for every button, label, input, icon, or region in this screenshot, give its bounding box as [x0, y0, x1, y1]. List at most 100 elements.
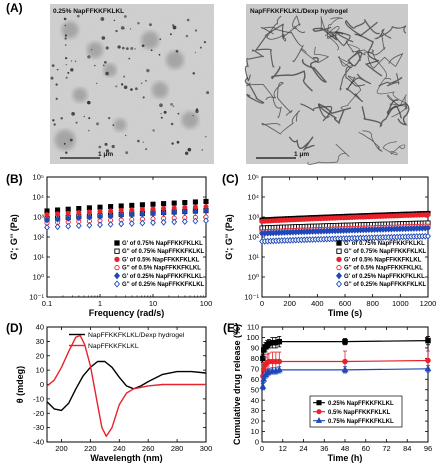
data-point [171, 200, 177, 206]
aggregate-dot [150, 49, 153, 52]
legend-marker [113, 272, 121, 280]
aggregate-dot [105, 46, 109, 50]
legend-label: G'' of 0.5% NapFFKKFKLKL [344, 266, 423, 272]
x-tick-label: 100 [200, 299, 213, 308]
aggregate-dot [104, 60, 107, 64]
nanofiber [348, 43, 388, 79]
x-tick-label: 200 [55, 444, 68, 453]
data-series [259, 365, 432, 391]
aggregate-dot [91, 48, 93, 51]
aggregate-dot [184, 151, 189, 155]
legend-marker [114, 256, 120, 263]
data-point [171, 218, 178, 226]
aggregate-dot [96, 82, 98, 85]
nanofiber [255, 23, 285, 68]
data-point [65, 215, 72, 222]
data-point [65, 210, 71, 216]
aggregate-dot [104, 142, 108, 146]
y-axis-title: θ (mdeg) [15, 366, 25, 403]
legend: G' of 0.75% NapFFKKFKLKL G'' of 0.75% Nap… [113, 240, 205, 288]
aggregate-dot [194, 51, 197, 54]
y-tick-label: -10 [33, 394, 44, 403]
x-tick-label: 96 [424, 444, 432, 453]
data-point [139, 210, 146, 218]
aggregate-dot [120, 83, 124, 86]
aggregate-dot [55, 83, 58, 86]
nanofiber [270, 66, 313, 92]
data-point [118, 203, 124, 209]
legend-marker [114, 240, 120, 246]
legend-label: G'' of 0.25% NapFFKKFKLKL [122, 282, 205, 288]
data-point [203, 217, 209, 225]
chart-b-frequency-sweep: 0.1 1 10 100 10⁻¹ 10⁰ 10¹ 10² 10³ 10⁴ 10⁵ Frequency… [9, 173, 212, 318]
nanofiber [312, 26, 344, 41]
aggregate-dot [67, 71, 70, 74]
x-tick-label: 600 [339, 299, 352, 308]
aggregate-dot [149, 23, 152, 27]
aggregate-blob [151, 81, 169, 99]
y-tick-label: 10² [33, 233, 44, 242]
aggregate-dot [158, 53, 161, 56]
aggregate-dot [112, 124, 115, 126]
data-point [342, 338, 348, 345]
series-line [46, 360, 207, 412]
data-series [259, 212, 431, 224]
data-point [86, 213, 93, 221]
x-tick-label: 1 [98, 299, 102, 308]
data-point [181, 208, 188, 216]
nanofiber [340, 75, 361, 110]
y-tick-label: 70 [251, 364, 259, 373]
aggregate-dot [203, 40, 207, 44]
aggregate-dot [105, 71, 109, 76]
aggregate-dot [107, 116, 111, 120]
aggregate-dot [160, 112, 162, 115]
data-point [161, 201, 167, 207]
data-point [128, 220, 135, 227]
data-point [86, 221, 93, 229]
legend-marker [113, 280, 121, 288]
legend-marker [336, 240, 342, 246]
aggregate-dot [141, 44, 145, 48]
data-point [54, 223, 61, 231]
x-tick-label: 220 [84, 444, 97, 453]
aggregate-dot [63, 17, 67, 21]
aggregate-dot [113, 19, 116, 22]
legend-label: G'' of 0.75% NapFFKKFKLKL [122, 249, 205, 255]
aggregate-dot [100, 17, 105, 21]
legend-marker [114, 248, 120, 254]
y-tick-label: 60 [251, 375, 259, 384]
y-tick-label: 110 [247, 323, 259, 332]
aggregate-dot [172, 105, 175, 107]
aggregate-dot [94, 64, 96, 67]
y-tick-label: 10⁻¹ [29, 293, 44, 302]
nanofiber [307, 143, 350, 165]
legend: NapFFKKFKLKL/Dexp hydrogel NapFFKKFKLKL [69, 332, 185, 350]
data-point [171, 209, 178, 216]
aggregate-dot [192, 114, 194, 117]
data-series [260, 336, 431, 363]
data-point [424, 365, 432, 372]
data-point [425, 224, 431, 232]
panel-label-e: (E) [223, 321, 239, 335]
x-tick-label: 72 [382, 444, 390, 453]
aggregate-dot [87, 55, 91, 59]
data-series [44, 217, 209, 231]
aggregate-dot [115, 85, 118, 88]
data-series [259, 224, 431, 237]
y-tick-label: 100 [246, 333, 259, 342]
nanofiber-network [244, 15, 410, 165]
y-tick-label: 10 [251, 427, 259, 436]
data-point [192, 199, 198, 205]
data-point [342, 358, 348, 365]
aggregate-dot [83, 115, 85, 118]
aggregate-dot [102, 64, 105, 67]
aggregate-dot [111, 144, 115, 149]
data-point [76, 205, 82, 212]
data-point [65, 222, 72, 230]
y-tick-label: 30 [36, 337, 44, 346]
aggregate-dot [75, 121, 78, 124]
data-point [160, 218, 167, 226]
data-point [192, 217, 199, 225]
x-tick-label: 24 [299, 444, 307, 453]
